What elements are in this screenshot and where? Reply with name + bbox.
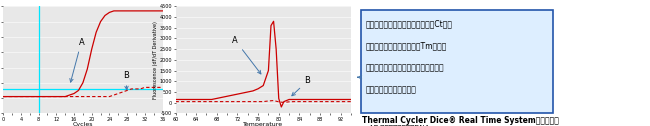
Text: 伝子検出の判定を行う。: 伝子検出の判定を行う。: [366, 85, 417, 94]
Y-axis label: Fluorescence (dF/dT Derivative): Fluorescence (dF/dT Derivative): [153, 21, 158, 99]
Text: B: B: [123, 71, 129, 90]
Text: サンプルの増幅曲線より得られたCt値、: サンプルの増幅曲線より得られたCt値、: [366, 19, 453, 28]
X-axis label: Temperature: Temperature: [243, 122, 283, 126]
Text: 判定基準に一致するかどうかで目的進: 判定基準に一致するかどうかで目的進: [366, 63, 445, 72]
Text: A： 陽性コントロールDNA: A： 陽性コントロールDNA: [369, 125, 429, 126]
Text: B: B: [292, 76, 311, 96]
Text: A: A: [70, 38, 84, 82]
X-axis label: Cycles: Cycles: [73, 122, 93, 126]
Text: A: A: [232, 36, 261, 74]
Text: 融解曲線のパターンおよびTm値が、: 融解曲線のパターンおよびTm値が、: [366, 41, 447, 50]
Text: Thermal Cycler Dice® Real Time Systemでの解析例: Thermal Cycler Dice® Real Time Systemでの解…: [362, 116, 559, 125]
